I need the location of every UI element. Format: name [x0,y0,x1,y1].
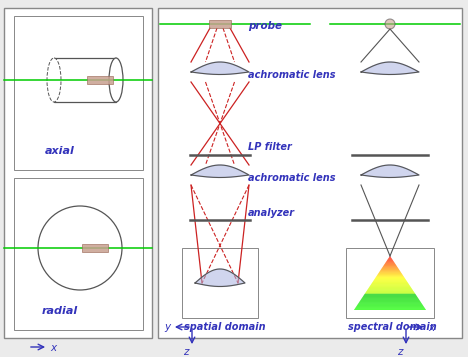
Bar [14,16,143,170]
Polygon shape [388,258,392,259]
Text: spatial domain: spatial domain [184,322,266,332]
Polygon shape [376,276,404,277]
Polygon shape [362,297,418,298]
Bar [182,248,258,318]
Text: $z$: $z$ [183,347,191,357]
Polygon shape [366,291,414,292]
Polygon shape [191,165,249,177]
Polygon shape [357,305,423,306]
Polygon shape [373,280,407,281]
Polygon shape [370,285,410,286]
Polygon shape [191,62,249,75]
Bar [346,248,434,318]
Polygon shape [380,270,400,271]
Polygon shape [381,269,399,270]
Polygon shape [358,303,422,304]
Polygon shape [361,298,418,299]
Text: $x$: $x$ [50,343,58,353]
Bar [4,8,152,338]
Polygon shape [384,264,396,265]
Polygon shape [359,302,421,303]
Polygon shape [374,279,406,280]
Polygon shape [361,299,419,300]
Polygon shape [371,284,409,285]
Polygon shape [375,278,405,279]
Polygon shape [386,262,395,263]
Polygon shape [368,288,412,289]
Text: radial: radial [42,306,78,316]
Polygon shape [370,286,410,287]
Text: $y$: $y$ [164,322,173,334]
Text: $z$: $z$ [397,347,405,357]
Polygon shape [361,62,419,75]
Polygon shape [376,277,404,278]
Polygon shape [372,282,408,283]
Polygon shape [356,307,424,308]
Polygon shape [359,301,421,302]
Polygon shape [384,265,396,266]
Polygon shape [383,266,397,267]
Polygon shape [380,271,401,272]
Bar [209,20,231,28]
Text: achromatic lens: achromatic lens [248,70,336,80]
Text: LP filter: LP filter [248,142,292,152]
Polygon shape [378,274,402,275]
Bar [87,76,113,84]
Polygon shape [366,292,415,293]
Text: axial: axial [45,146,75,156]
Text: probe: probe [248,21,282,31]
Ellipse shape [47,58,61,102]
Polygon shape [388,259,392,260]
Text: $x$: $x$ [428,323,437,333]
Polygon shape [363,296,417,297]
Polygon shape [382,267,398,268]
Polygon shape [381,268,399,269]
Polygon shape [386,261,394,262]
Polygon shape [377,275,403,276]
Polygon shape [385,263,395,264]
Polygon shape [367,290,413,291]
Bar [158,8,462,338]
Polygon shape [372,283,409,284]
Polygon shape [361,165,419,177]
Polygon shape [387,260,393,261]
Polygon shape [367,289,412,290]
Polygon shape [364,295,417,296]
Bar [82,244,108,252]
Text: spectral domain: spectral domain [348,322,437,332]
Polygon shape [360,300,420,301]
Polygon shape [369,287,411,288]
Polygon shape [389,256,391,257]
Polygon shape [195,269,245,287]
Bar [14,178,143,330]
Polygon shape [355,308,425,309]
Polygon shape [379,272,401,273]
Text: analyzer: analyzer [248,208,295,218]
Polygon shape [389,257,391,258]
Polygon shape [364,294,416,295]
Text: achromatic lens: achromatic lens [248,173,336,183]
Ellipse shape [109,58,123,102]
Polygon shape [358,304,423,305]
Polygon shape [365,293,415,294]
Circle shape [38,206,122,290]
Polygon shape [373,281,407,282]
Polygon shape [354,309,426,310]
Bar [54,58,116,102]
Circle shape [385,19,395,29]
Polygon shape [378,273,402,274]
Polygon shape [356,306,424,307]
